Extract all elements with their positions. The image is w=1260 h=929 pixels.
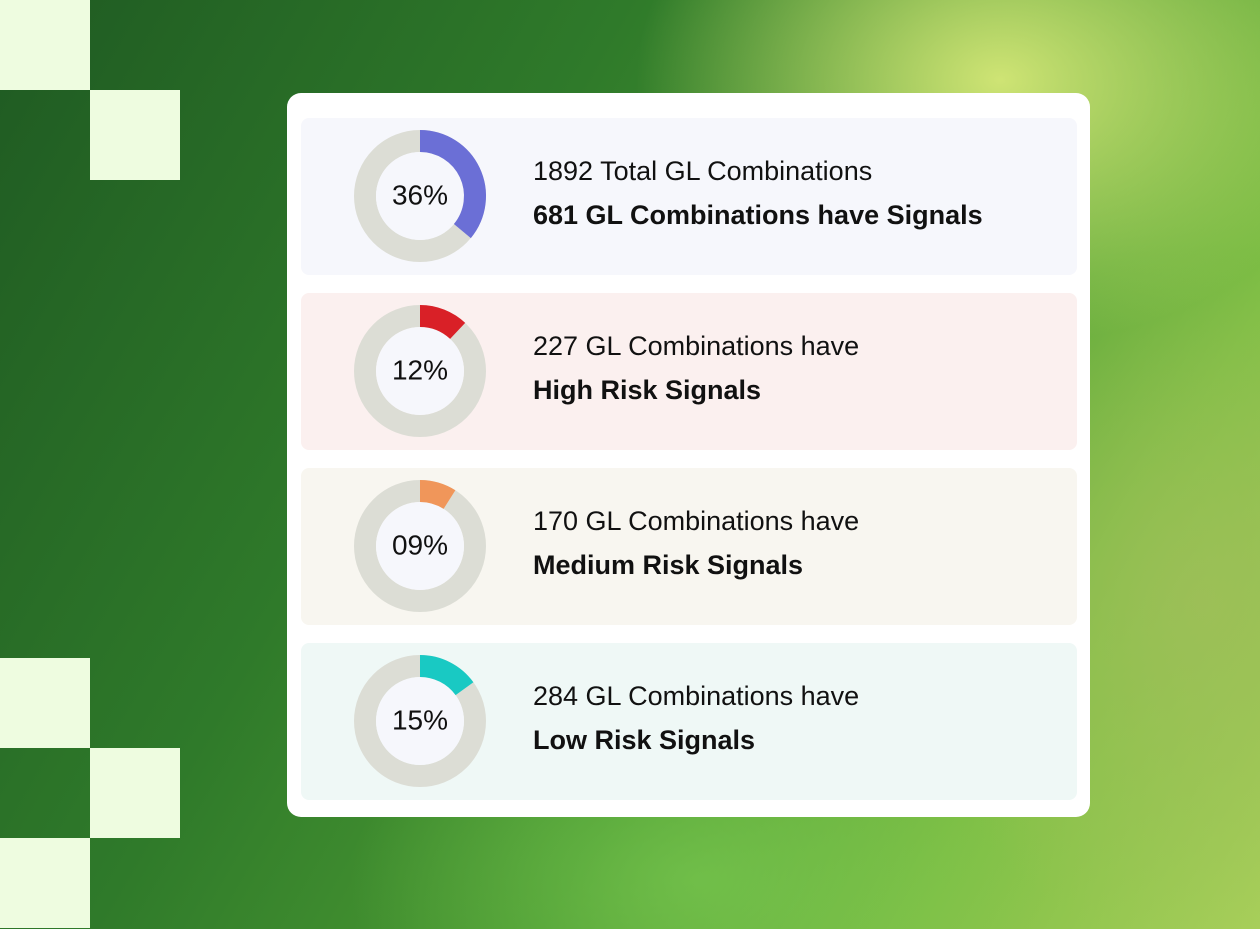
card-subtext: Low Risk Signals: [533, 725, 755, 755]
percent-label: 15%: [392, 704, 448, 735]
percent-label: 09%: [392, 529, 448, 560]
donut-arc: [419, 130, 486, 239]
donut-center: [376, 502, 464, 590]
card: [301, 293, 1077, 450]
card-subtext: Medium Risk Signals: [533, 550, 803, 580]
decor-square: [0, 838, 90, 928]
card-text: 1892 Total GL Combinations: [533, 156, 872, 186]
percent-label: 36%: [392, 179, 448, 210]
card: [301, 468, 1077, 625]
donut-center: [376, 152, 464, 240]
card-text: 284 GL Combinations have: [533, 681, 859, 711]
card-text: 170 GL Combinations have: [533, 506, 859, 536]
donut-center: [376, 327, 464, 415]
card: [301, 118, 1077, 275]
decor-square: [90, 748, 180, 838]
decor-square: [0, 658, 90, 748]
donut-arc: [419, 305, 466, 340]
decor-square: [90, 90, 180, 180]
card-subtext: High Risk Signals: [533, 375, 761, 405]
decor-square: [0, 0, 90, 90]
donut-center: [376, 677, 464, 765]
card: [301, 643, 1077, 800]
donut-arc: [419, 480, 456, 510]
card-subtext: 681 GL Combinations have Signals: [533, 200, 983, 230]
card-text: 227 GL Combinations have: [533, 331, 859, 361]
percent-label: 12%: [392, 354, 448, 385]
donut-arc: [419, 655, 474, 696]
